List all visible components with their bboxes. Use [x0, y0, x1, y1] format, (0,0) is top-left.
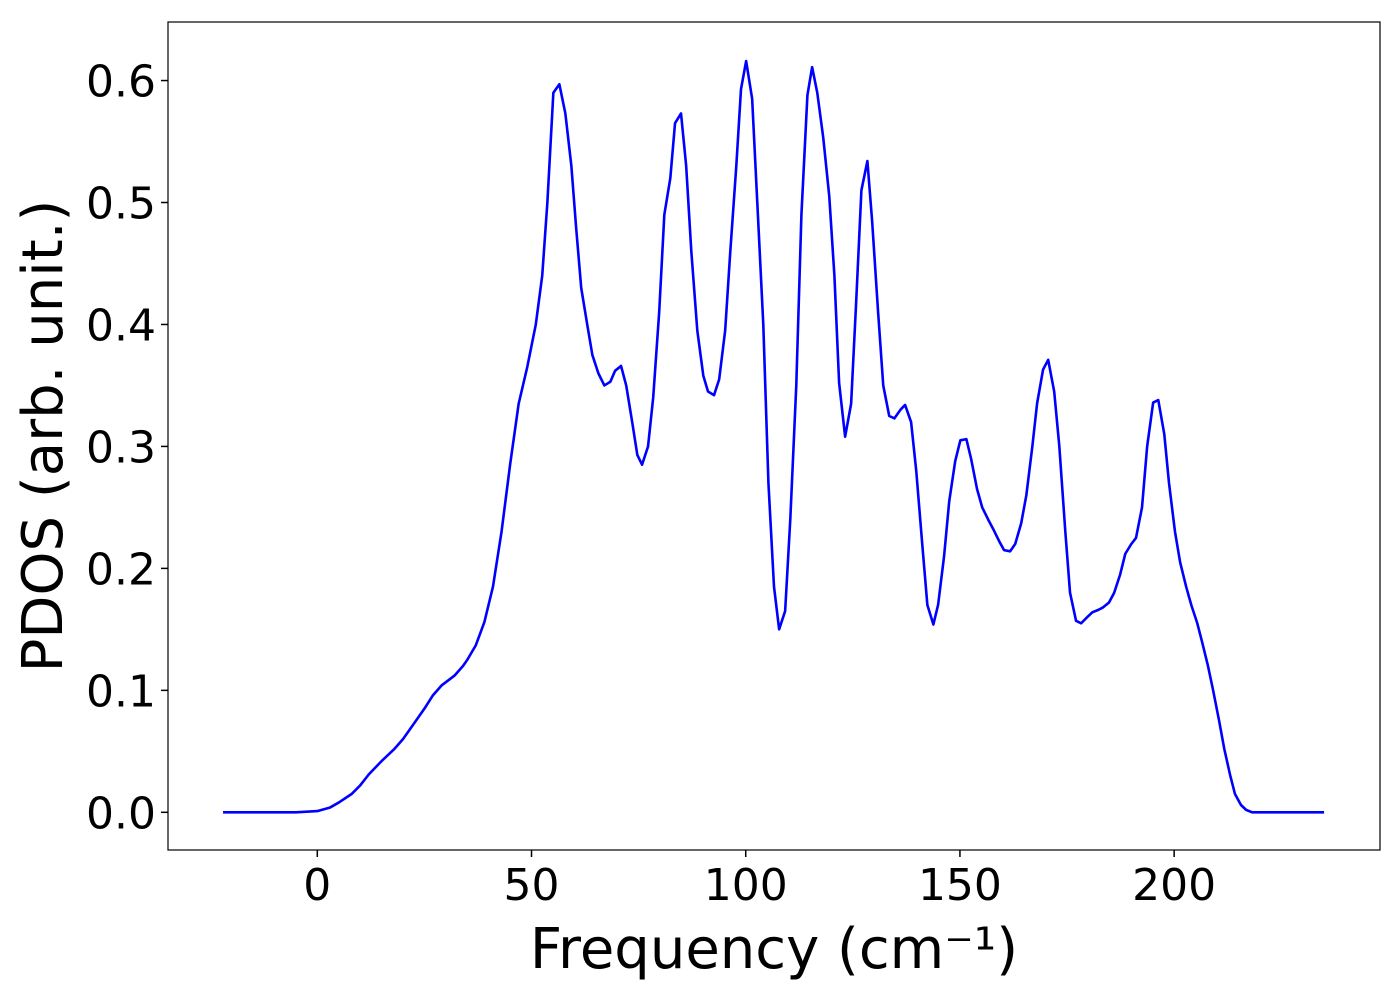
- x-tick-label: 0: [303, 860, 331, 911]
- y-tick-label: 0.6: [86, 57, 156, 108]
- x-tick-label: 100: [704, 860, 788, 911]
- y-tick-label: 0.2: [86, 544, 156, 595]
- y-tick-label: 0.1: [86, 666, 156, 717]
- y-tick-label: 0.5: [86, 179, 156, 230]
- y-axis-label: PDOS (arb. unit.): [11, 200, 76, 673]
- y-tick-label: 0.4: [86, 300, 156, 351]
- x-axis-label: Frequency (cm⁻¹): [530, 917, 1018, 982]
- x-tick-label: 50: [504, 860, 560, 911]
- x-tick-label: 150: [918, 860, 1002, 911]
- y-tick-label: 0.0: [86, 788, 156, 839]
- data-line: [223, 59, 1325, 814]
- y-tick-label: 0.3: [86, 422, 156, 473]
- x-tick-label: 200: [1132, 860, 1216, 911]
- plot-frame: [167, 21, 1381, 851]
